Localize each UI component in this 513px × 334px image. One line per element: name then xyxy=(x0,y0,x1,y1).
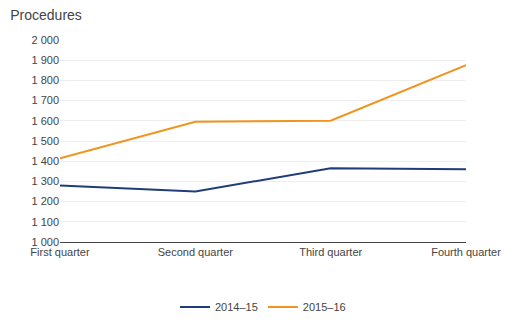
svg-text:1 200: 1 200 xyxy=(31,195,59,207)
svg-text:2014–15: 2014–15 xyxy=(215,301,258,313)
svg-text:1 600: 1 600 xyxy=(31,115,59,127)
svg-text:2015–16: 2015–16 xyxy=(303,301,346,313)
svg-text:1 900: 1 900 xyxy=(31,54,59,66)
svg-text:Fourth quarter: Fourth quarter xyxy=(431,246,501,258)
svg-text:1 000: 1 000 xyxy=(31,236,59,248)
svg-text:1 700: 1 700 xyxy=(31,94,59,106)
svg-text:1 300: 1 300 xyxy=(31,175,59,187)
svg-text:Procedures: Procedures xyxy=(10,7,82,23)
svg-text:First quarter: First quarter xyxy=(30,246,90,258)
svg-text:Third quarter: Third quarter xyxy=(299,246,362,258)
svg-text:1 400: 1 400 xyxy=(31,155,59,167)
svg-text:1 100: 1 100 xyxy=(31,216,59,228)
svg-text:1 500: 1 500 xyxy=(31,135,59,147)
svg-text:1 800: 1 800 xyxy=(31,74,59,86)
svg-text:Second quarter: Second quarter xyxy=(158,246,234,258)
svg-text:2 000: 2 000 xyxy=(31,34,59,46)
